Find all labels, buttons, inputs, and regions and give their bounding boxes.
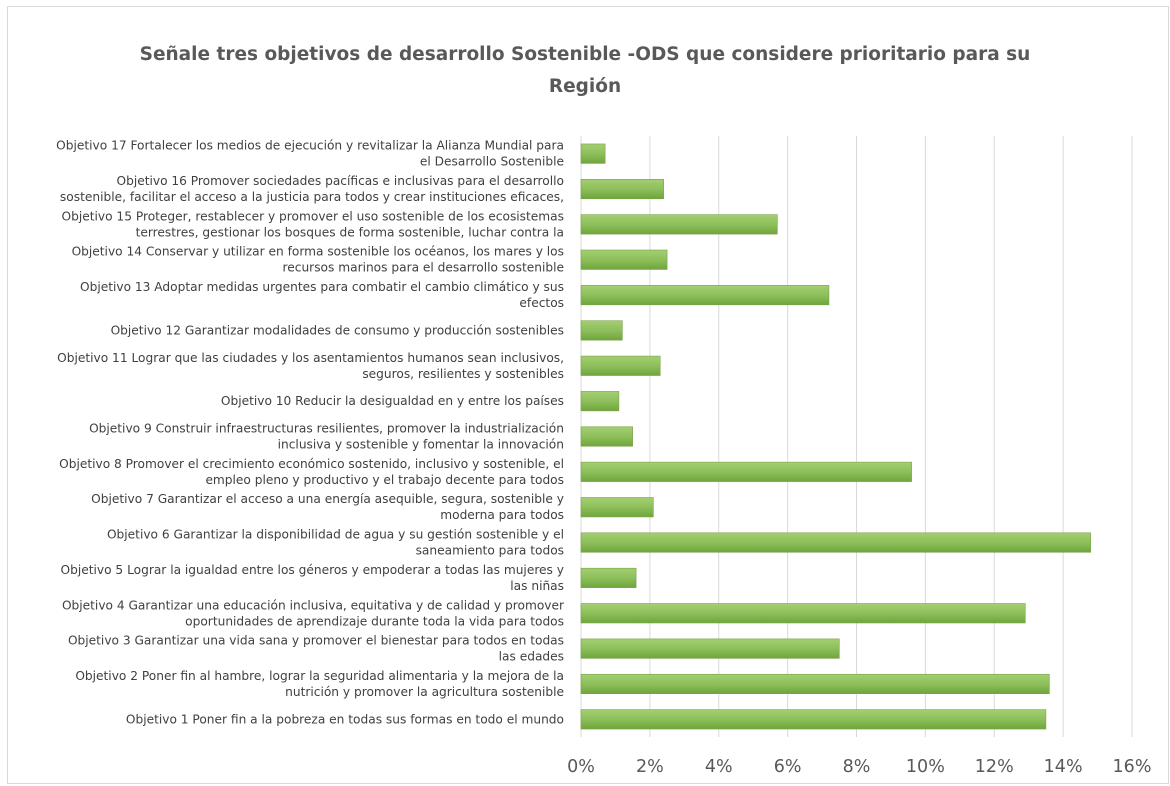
x-tick-label: 0%: [567, 757, 595, 777]
category-label: Objetivo 10 Reducir la desigualdad en y …: [221, 394, 564, 408]
x-tick-label: 14%: [1044, 757, 1083, 777]
bar: [580, 497, 654, 518]
category-labels: Objetivo 17 Fortalecer los medios de eje…: [56, 139, 565, 727]
category-label: Objetivo 9 Construir infraestructuras re…: [89, 422, 564, 436]
category-label: Objetivo 12 Garantizar modalidades de co…: [111, 323, 564, 337]
bar: [580, 567, 637, 588]
category-label: Objetivo 6 Garantizar la disponibilidad …: [107, 528, 564, 542]
bar: [580, 143, 606, 164]
bar: [580, 603, 1026, 624]
bar: [580, 179, 664, 200]
category-label: oportunidades de aprendizaje durante tod…: [185, 614, 564, 628]
category-label: Objetivo 7 Garantizar el acceso a una en…: [91, 492, 564, 506]
category-label: saneamiento para todos: [416, 544, 564, 558]
category-label: sostenible, facilitar el acceso a la jus…: [60, 190, 564, 204]
x-axis-ticks: 0% 2% 4% 6% 8% 10% 12% 14% 16%: [567, 757, 1151, 777]
x-tick-label: 2%: [636, 757, 664, 777]
category-label: Objetivo 16 Promover sociedades pacífica…: [116, 174, 564, 188]
chart-title-line-1: Señale tres objetivos de desarrollo Sost…: [140, 44, 1031, 65]
category-label: Objetivo 17 Fortalecer los medios de eje…: [56, 139, 564, 153]
x-tick-label: 16%: [1113, 757, 1152, 777]
category-label: inclusiva y sostenible y fomentar la inn…: [278, 438, 564, 452]
category-label: Objetivo 1 Poner fin a la pobreza en tod…: [126, 712, 564, 726]
x-tick-label: 12%: [975, 757, 1014, 777]
category-label: Objetivo 3 Garantizar una vida sana y pr…: [68, 634, 564, 648]
grid: [580, 136, 1133, 737]
bar: [580, 709, 1047, 730]
bar: [580, 320, 623, 341]
chart-frame: [7, 6, 1169, 784]
category-label: recursos marinos para el desarrollo sost…: [283, 261, 564, 275]
chart-title-line-2: Región: [549, 76, 621, 97]
bar: [580, 426, 633, 447]
category-label: Objetivo 2 Poner fin al hambre, lograr l…: [75, 669, 564, 683]
category-label: Objetivo 13 Adoptar medidas urgentes par…: [80, 280, 564, 294]
bar: [580, 249, 668, 270]
bar: [580, 391, 620, 412]
category-label: seguros, resilientes y sostenibles: [362, 367, 564, 381]
x-tick-label: 6%: [774, 757, 802, 777]
bar: [580, 673, 1050, 694]
x-tick-label: 10%: [906, 757, 945, 777]
category-label: empleo pleno y productivo y el trabajo d…: [205, 473, 564, 487]
category-label: el Desarrollo Sostenible: [420, 155, 564, 169]
bars: [580, 143, 1091, 730]
category-label: Objetivo 14 Conservar y utilizar en form…: [72, 245, 564, 259]
x-tick-label: 4%: [705, 757, 733, 777]
bar: [580, 285, 830, 306]
bar: [580, 638, 840, 659]
category-label: Objetivo 15 Proteger, restablecer y prom…: [62, 209, 564, 223]
category-label: Objetivo 8 Promover el crecimiento econó…: [59, 457, 564, 471]
category-label: moderna para todos: [440, 508, 564, 522]
category-label: nutrición y promover la agricultura sost…: [285, 685, 564, 699]
bar: [580, 214, 778, 235]
bar: [580, 355, 661, 376]
bar: [580, 461, 912, 482]
category-label: las niñas: [510, 579, 564, 593]
bar: [580, 532, 1091, 553]
category-label: Objetivo 11 Lograr que las ciudades y lo…: [57, 351, 564, 365]
category-label: las edades: [499, 650, 564, 664]
category-label: Objetivo 5 Lograr la igualdad entre los …: [61, 563, 564, 577]
category-label: Objetivo 4 Garantizar una educación incl…: [62, 598, 565, 612]
x-tick-label: 8%: [843, 757, 871, 777]
category-label: efectos: [519, 296, 564, 310]
category-label: terrestres, gestionar los bosques de for…: [136, 225, 564, 239]
